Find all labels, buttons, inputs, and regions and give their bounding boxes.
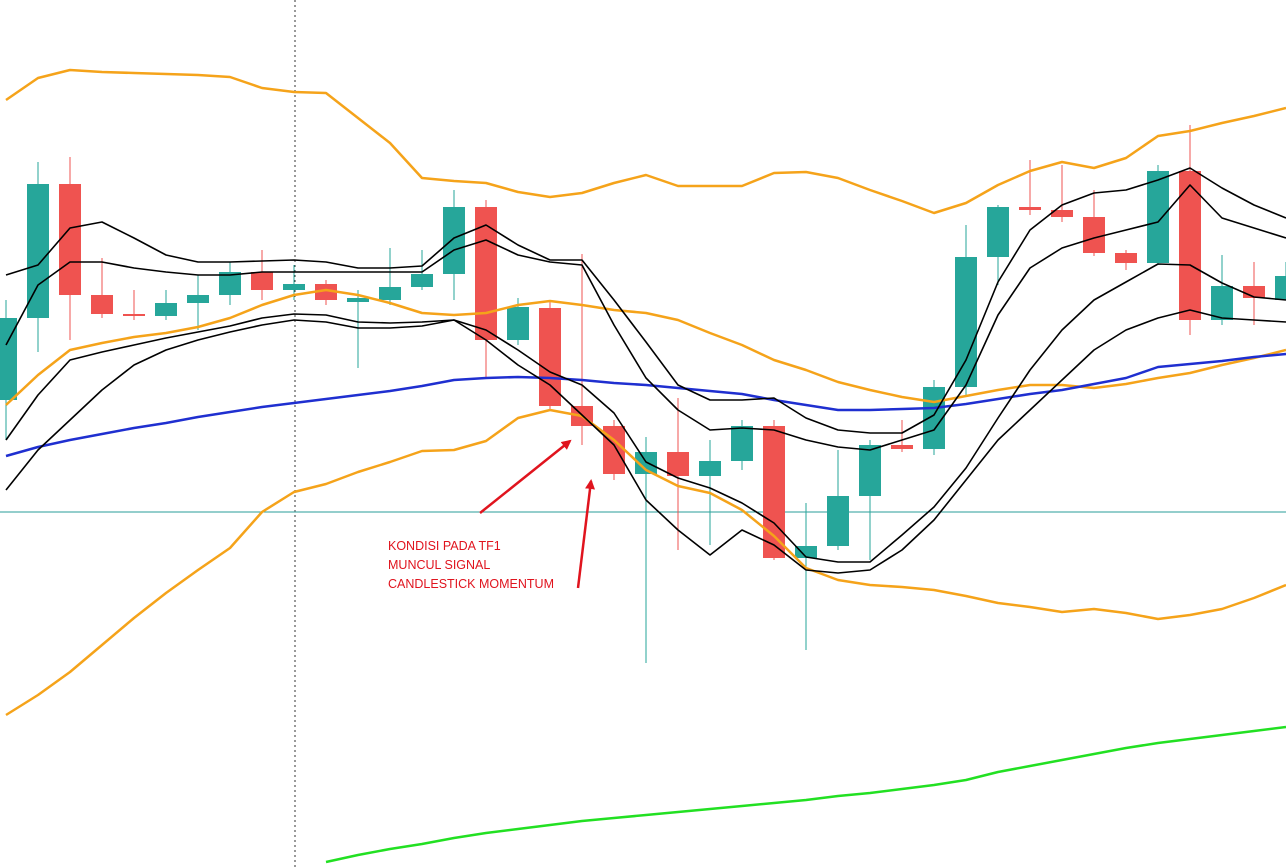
arrow	[576, 479, 595, 589]
arrow	[479, 439, 572, 514]
candle-body	[955, 257, 977, 387]
candle-body	[411, 274, 433, 287]
candle-body	[123, 314, 145, 316]
candle-body	[1019, 207, 1041, 210]
candle-body	[91, 295, 113, 314]
candle-body	[635, 452, 657, 474]
candle-body	[59, 184, 81, 295]
candle-body	[1211, 286, 1233, 320]
candle-body	[827, 496, 849, 546]
candle-body	[1083, 217, 1105, 253]
candle-body	[379, 287, 401, 300]
indicator-line	[5, 184, 1286, 451]
candle-body	[731, 426, 753, 461]
candle-body	[987, 207, 1009, 257]
candle-body	[763, 426, 785, 558]
candle-body	[795, 546, 817, 558]
candle-body	[1147, 171, 1169, 263]
candle-body	[699, 461, 721, 476]
candle-body	[27, 184, 49, 318]
candle-body	[1179, 171, 1201, 320]
annotation-line: KONDISI PADA TF1	[388, 539, 501, 553]
annotation-line: CANDLESTICK MOMENTUM	[388, 577, 554, 591]
candle-body	[891, 445, 913, 449]
candle-body	[283, 284, 305, 290]
indicator-lines	[5, 68, 1286, 864]
indicator-line	[5, 408, 1286, 717]
candles	[0, 125, 1286, 663]
indicator-line	[5, 68, 1286, 215]
candle-body	[0, 318, 17, 400]
candle-body	[507, 307, 529, 340]
candle-body	[443, 207, 465, 274]
indicator-line	[325, 725, 1286, 864]
candle-body	[859, 445, 881, 496]
candle-body	[251, 272, 273, 290]
candle-body	[603, 426, 625, 474]
candle-body	[187, 295, 209, 303]
indicator-line	[5, 288, 1286, 406]
candle-body	[1115, 253, 1137, 263]
indicator-line	[5, 309, 1286, 574]
candle-body	[1275, 276, 1286, 300]
indicator-line	[5, 263, 1286, 563]
candle-body	[219, 272, 241, 295]
candle-body	[923, 387, 945, 449]
annotation-line: MUNCUL SIGNAL	[388, 558, 490, 572]
candle-body	[155, 303, 177, 316]
candle-body	[667, 452, 689, 476]
indicator-line	[5, 167, 1286, 434]
candle-body	[315, 284, 337, 300]
candle-body	[475, 207, 497, 340]
candle-body	[347, 298, 369, 302]
indicator-line	[5, 352, 1286, 458]
candle-body	[1051, 210, 1073, 217]
